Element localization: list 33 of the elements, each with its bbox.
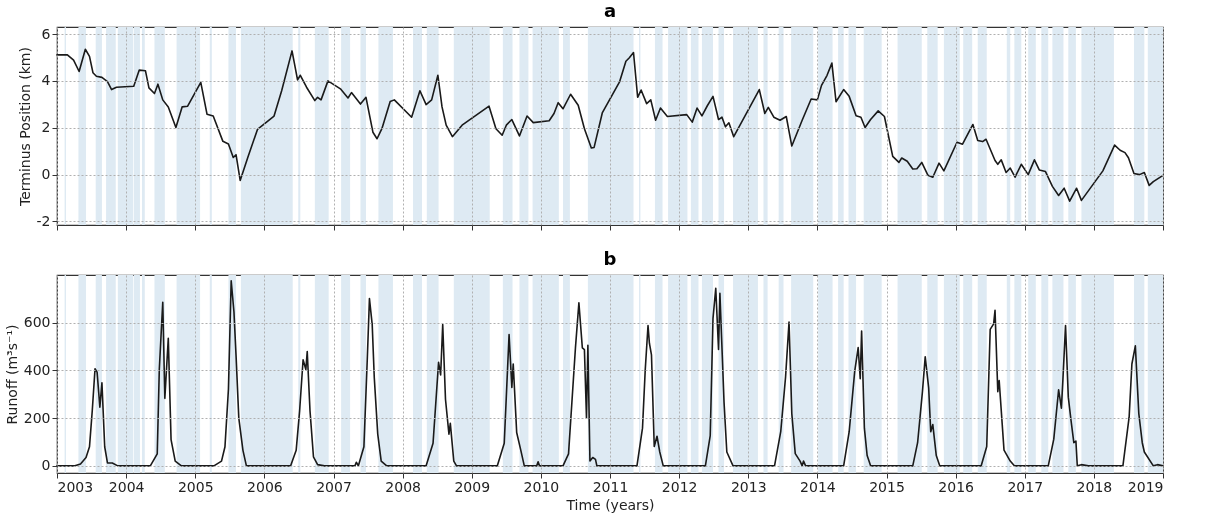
x-tick-label: 2016 xyxy=(938,478,975,495)
y-tick-label: 600 xyxy=(23,314,51,331)
x-tick-label: 2012 xyxy=(661,478,698,495)
x-tick-label: 2018 xyxy=(1076,478,1113,495)
y-axis-title: Terminus Position (km) xyxy=(16,47,33,207)
x-tick-label: 2004 xyxy=(108,478,145,495)
chart-title: b xyxy=(603,248,617,269)
y-tick-label: 6 xyxy=(41,25,51,42)
y-tick-label: 400 xyxy=(23,361,51,378)
x-tick-label: 2010 xyxy=(523,478,560,495)
y-tick-label: 4 xyxy=(41,72,51,89)
y-axis-title: Runoff (m³s⁻¹) xyxy=(3,324,20,425)
y-tick-label: -2 xyxy=(36,212,51,229)
chart-title: a xyxy=(603,0,617,21)
y-tick-label: 0 xyxy=(41,457,51,474)
y-tick-label: 200 xyxy=(23,409,51,426)
x-tick-label: 2014 xyxy=(800,478,836,495)
y-tick-label: 2 xyxy=(41,119,51,136)
x-tick-label: 2017 xyxy=(1007,478,1044,495)
x-tick-label: 2011 xyxy=(592,478,629,495)
x-tick-label: 2003 xyxy=(57,478,94,495)
line-series xyxy=(56,48,1164,202)
x-tick-label: 2006 xyxy=(247,478,283,495)
x-tick-label: 2005 xyxy=(177,478,214,495)
x-tick-label: 2007 xyxy=(316,478,352,495)
x-tick-label: 2019 xyxy=(1127,478,1164,495)
x-tick-label: 2008 xyxy=(385,478,421,495)
y-tick-label: 0 xyxy=(41,166,51,183)
x-tick-label: 2009 xyxy=(454,478,491,495)
x-tick-label: 2013 xyxy=(730,478,767,495)
x-tick-label: 2015 xyxy=(869,478,905,495)
line-series xyxy=(56,279,1164,467)
x-axis-title: Time (years) xyxy=(565,496,655,513)
